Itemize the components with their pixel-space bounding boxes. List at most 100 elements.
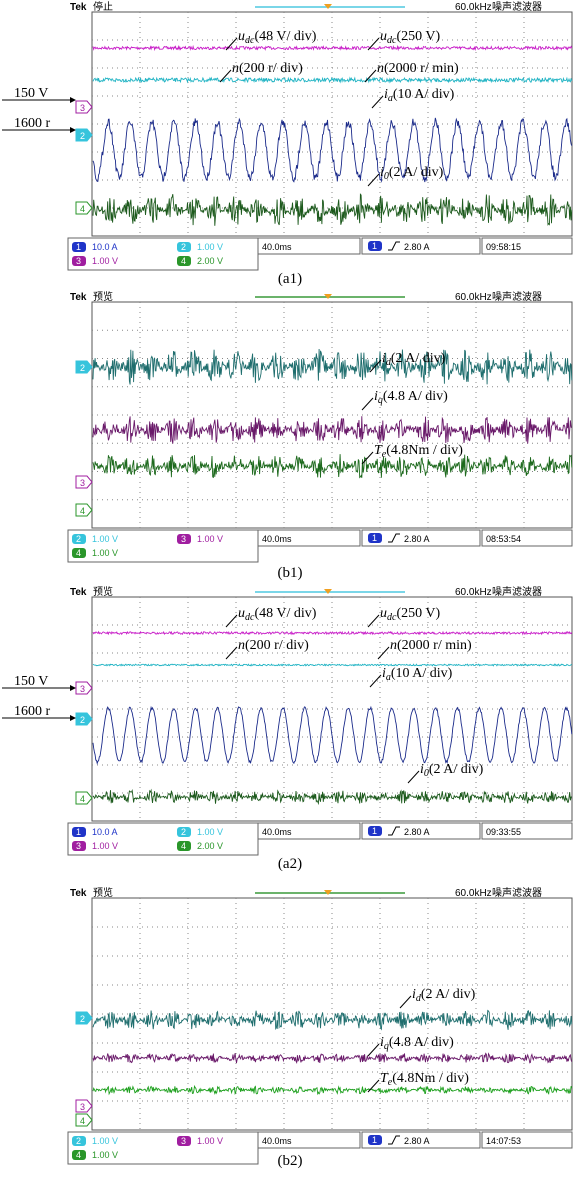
symbol: u (380, 29, 387, 44)
filter-mode: 噪声滤波器 (492, 886, 542, 899)
channel-setting: 1.00 V (197, 242, 223, 252)
status: 预览 (93, 290, 113, 303)
annotation-text: (4.8Nm / div) (386, 443, 463, 458)
trigger-level: 2.80 A (404, 534, 430, 544)
side-label: 1600 r (14, 116, 51, 131)
channel-number: 3 (76, 256, 81, 266)
side-label: 150 V (14, 86, 48, 101)
symbol: n (390, 638, 397, 653)
symbol: u (238, 606, 245, 621)
channel-number: 2 (76, 1136, 81, 1146)
clock: 09:33:55 (486, 827, 521, 837)
page: {"panels": [ {"caption": "(a1)", "header… (0, 0, 579, 1178)
channel-number: 2 (181, 827, 186, 837)
channel-setting: 1.00 V (92, 548, 118, 558)
annotation-text: (250 V) (396, 606, 440, 621)
annotation: n(2000 r/ min) (377, 61, 459, 76)
annotation-text: (4.8 A/ div) (389, 1035, 454, 1050)
annotation-text: (48 V/ div) (254, 606, 316, 621)
channel-number: 3 (181, 534, 186, 544)
channel-setting: 1.00 V (92, 1136, 118, 1146)
annotation-text: (2000 r/ min) (397, 638, 472, 653)
annotation: id(2 A/ div) (412, 987, 476, 1004)
channel-marker-label: 2 (80, 715, 85, 725)
channel-setting: 2.00 V (197, 256, 223, 266)
channel-marker-label: 3 (80, 1102, 85, 1112)
channel-number: 4 (181, 841, 186, 851)
channel-number: 3 (181, 1136, 186, 1146)
annotation: id(2 A/ div) (382, 351, 446, 368)
channel-setting: 1.00 V (197, 534, 223, 544)
channel-number: 4 (76, 1150, 81, 1160)
annotation-text: (200 r/ div) (245, 638, 309, 653)
annotation-text: (2 A/ div) (429, 762, 484, 777)
trigger-channel: 1 (372, 533, 377, 543)
channel-marker-label: 4 (80, 1116, 85, 1126)
annotation: i0(2 A/ div) (420, 762, 484, 779)
channel-setting: 2.00 V (197, 841, 223, 851)
symbol: u (238, 29, 245, 44)
trigger-level: 2.80 A (404, 1136, 430, 1146)
brand: Tek (70, 292, 87, 303)
status: 预览 (93, 886, 113, 899)
status: 停止 (93, 0, 113, 13)
scope-panel: Tek 预览 60.0kHz噪声滤波器 2 3 4 id(2 A/ div) iq(4.8 A… (68, 886, 572, 1169)
channel-setting: 10.0 A (92, 242, 118, 252)
channel-marker-label: 3 (80, 103, 85, 113)
filter-mode: 噪声滤波器 (492, 0, 542, 13)
frequency: 60.0kHz (455, 888, 492, 899)
annotation-text: (200 r/ div) (239, 61, 303, 76)
annotation: i0(2 A/ div) (380, 165, 444, 182)
trigger-channel: 1 (372, 1135, 377, 1145)
symbol: u (380, 606, 387, 621)
annotation-text: (10 A/ div) (393, 87, 455, 102)
scope-panel: Tek预览60.0kHz噪声滤波器324150 V1600 rudc(48 V/… (2, 585, 572, 872)
annotation-text: (2 A/ div) (421, 987, 476, 1002)
side-label: 1600 r (14, 704, 51, 719)
arrowhead (70, 127, 76, 133)
channel-number: 1 (76, 242, 81, 252)
channel-setting: 1.00 V (92, 534, 118, 544)
brand: Tek (70, 888, 87, 899)
clock: 09:58:15 (486, 242, 521, 252)
symbol: n (377, 61, 384, 76)
timebase: 40.0ms (262, 242, 292, 252)
clock: 14:07:53 (486, 1136, 521, 1146)
annotation: iq(4.8 A/ div) (380, 1035, 454, 1052)
timebase: 40.0ms (262, 827, 292, 837)
caption: (b2) (278, 1153, 303, 1169)
caption: (a1) (278, 271, 302, 287)
channel-setting: 1.00 V (197, 827, 223, 837)
timebase: 40.0ms (262, 1136, 292, 1146)
annotation: Te(4.8Nm / div) (374, 443, 463, 460)
channel-marker-label: 2 (80, 1014, 85, 1024)
channel-setting: 1.00 V (197, 1136, 223, 1146)
channel-marker-label: 2 (80, 363, 85, 373)
annotation: n(200 r/ div) (232, 61, 303, 76)
channel-number: 4 (76, 548, 81, 558)
annotation-text: (2 A/ div) (391, 351, 446, 366)
symbol: n (238, 638, 245, 653)
annotation: iq(4.8 A/ div) (374, 389, 448, 406)
arrowhead (70, 97, 76, 103)
channel-marker-label: 4 (80, 204, 85, 214)
frequency: 60.0kHz (455, 292, 492, 303)
arrowhead (70, 715, 76, 721)
channel-number: 3 (76, 841, 81, 851)
channel-setting: 10.0 A (92, 827, 118, 837)
frequency: 60.0kHz (455, 587, 492, 598)
annotation-text: (2000 r/ min) (384, 61, 459, 76)
channel-setting: 1.00 V (92, 256, 118, 266)
channel-number: 1 (76, 827, 81, 837)
filter-mode: 噪声滤波器 (492, 585, 542, 598)
brand: Tek (70, 2, 87, 13)
annotation-text: (10 A/ div) (391, 666, 453, 681)
brand: Tek (70, 587, 87, 598)
filter-mode: 噪声滤波器 (492, 290, 542, 303)
annotation-text: (48 V/ div) (254, 29, 316, 44)
channel-number: 2 (181, 242, 186, 252)
channel-marker-label: 4 (80, 794, 85, 804)
scope-panel: Tek停止60.0kHz噪声滤波器324150 V1600 rudc(48 V/… (2, 0, 572, 287)
channel-number: 4 (181, 256, 186, 266)
